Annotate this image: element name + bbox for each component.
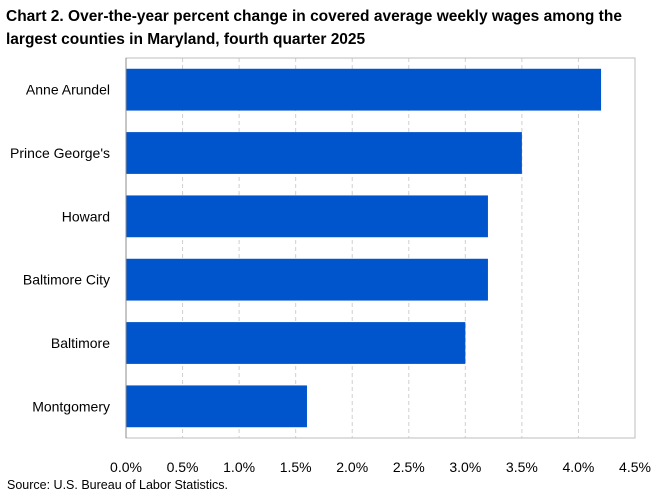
x-tick-label: 4.5% — [619, 459, 651, 475]
bar — [126, 385, 307, 428]
plot-area — [125, 57, 636, 439]
bar — [126, 68, 602, 111]
x-tick-label: 3.5% — [506, 459, 538, 475]
category-label: Anne Arundel — [26, 82, 110, 98]
x-tick-label: 1.0% — [223, 459, 255, 475]
category-labels: Anne Arundel Prince George's Howard Baltimo… — [10, 82, 110, 415]
category-label: Montgomery — [32, 398, 110, 414]
category-label: Prince George's — [10, 145, 110, 161]
category-label: Baltimore — [51, 335, 110, 351]
bar — [126, 258, 488, 301]
x-axis-tick-labels: 0.0% 0.5% 1.0% 1.5% 2.0% 2.5% 3.0% 3.5% 4.0% 4.5% — [110, 459, 651, 475]
bar — [126, 322, 466, 364]
x-tick-label: 0.5% — [167, 459, 199, 475]
x-tick-label: 3.0% — [449, 459, 481, 475]
x-tick-label: 1.5% — [280, 459, 312, 475]
x-tick-label: 2.5% — [393, 459, 425, 475]
category-label: Howard — [62, 208, 110, 224]
chart-title: Chart 2. Over-the-year percent change in… — [6, 8, 622, 48]
bar — [126, 195, 488, 238]
bars — [126, 68, 602, 428]
bar — [126, 132, 522, 174]
source-note: Source: U.S. Bureau of Labor Statistics. — [7, 478, 228, 492]
x-tick-label: 2.0% — [336, 459, 368, 475]
category-label: Baltimore City — [23, 272, 110, 288]
gridlines — [182, 58, 579, 438]
x-tick-label: 4.0% — [562, 459, 594, 475]
x-tick-label: 0.0% — [110, 459, 142, 475]
